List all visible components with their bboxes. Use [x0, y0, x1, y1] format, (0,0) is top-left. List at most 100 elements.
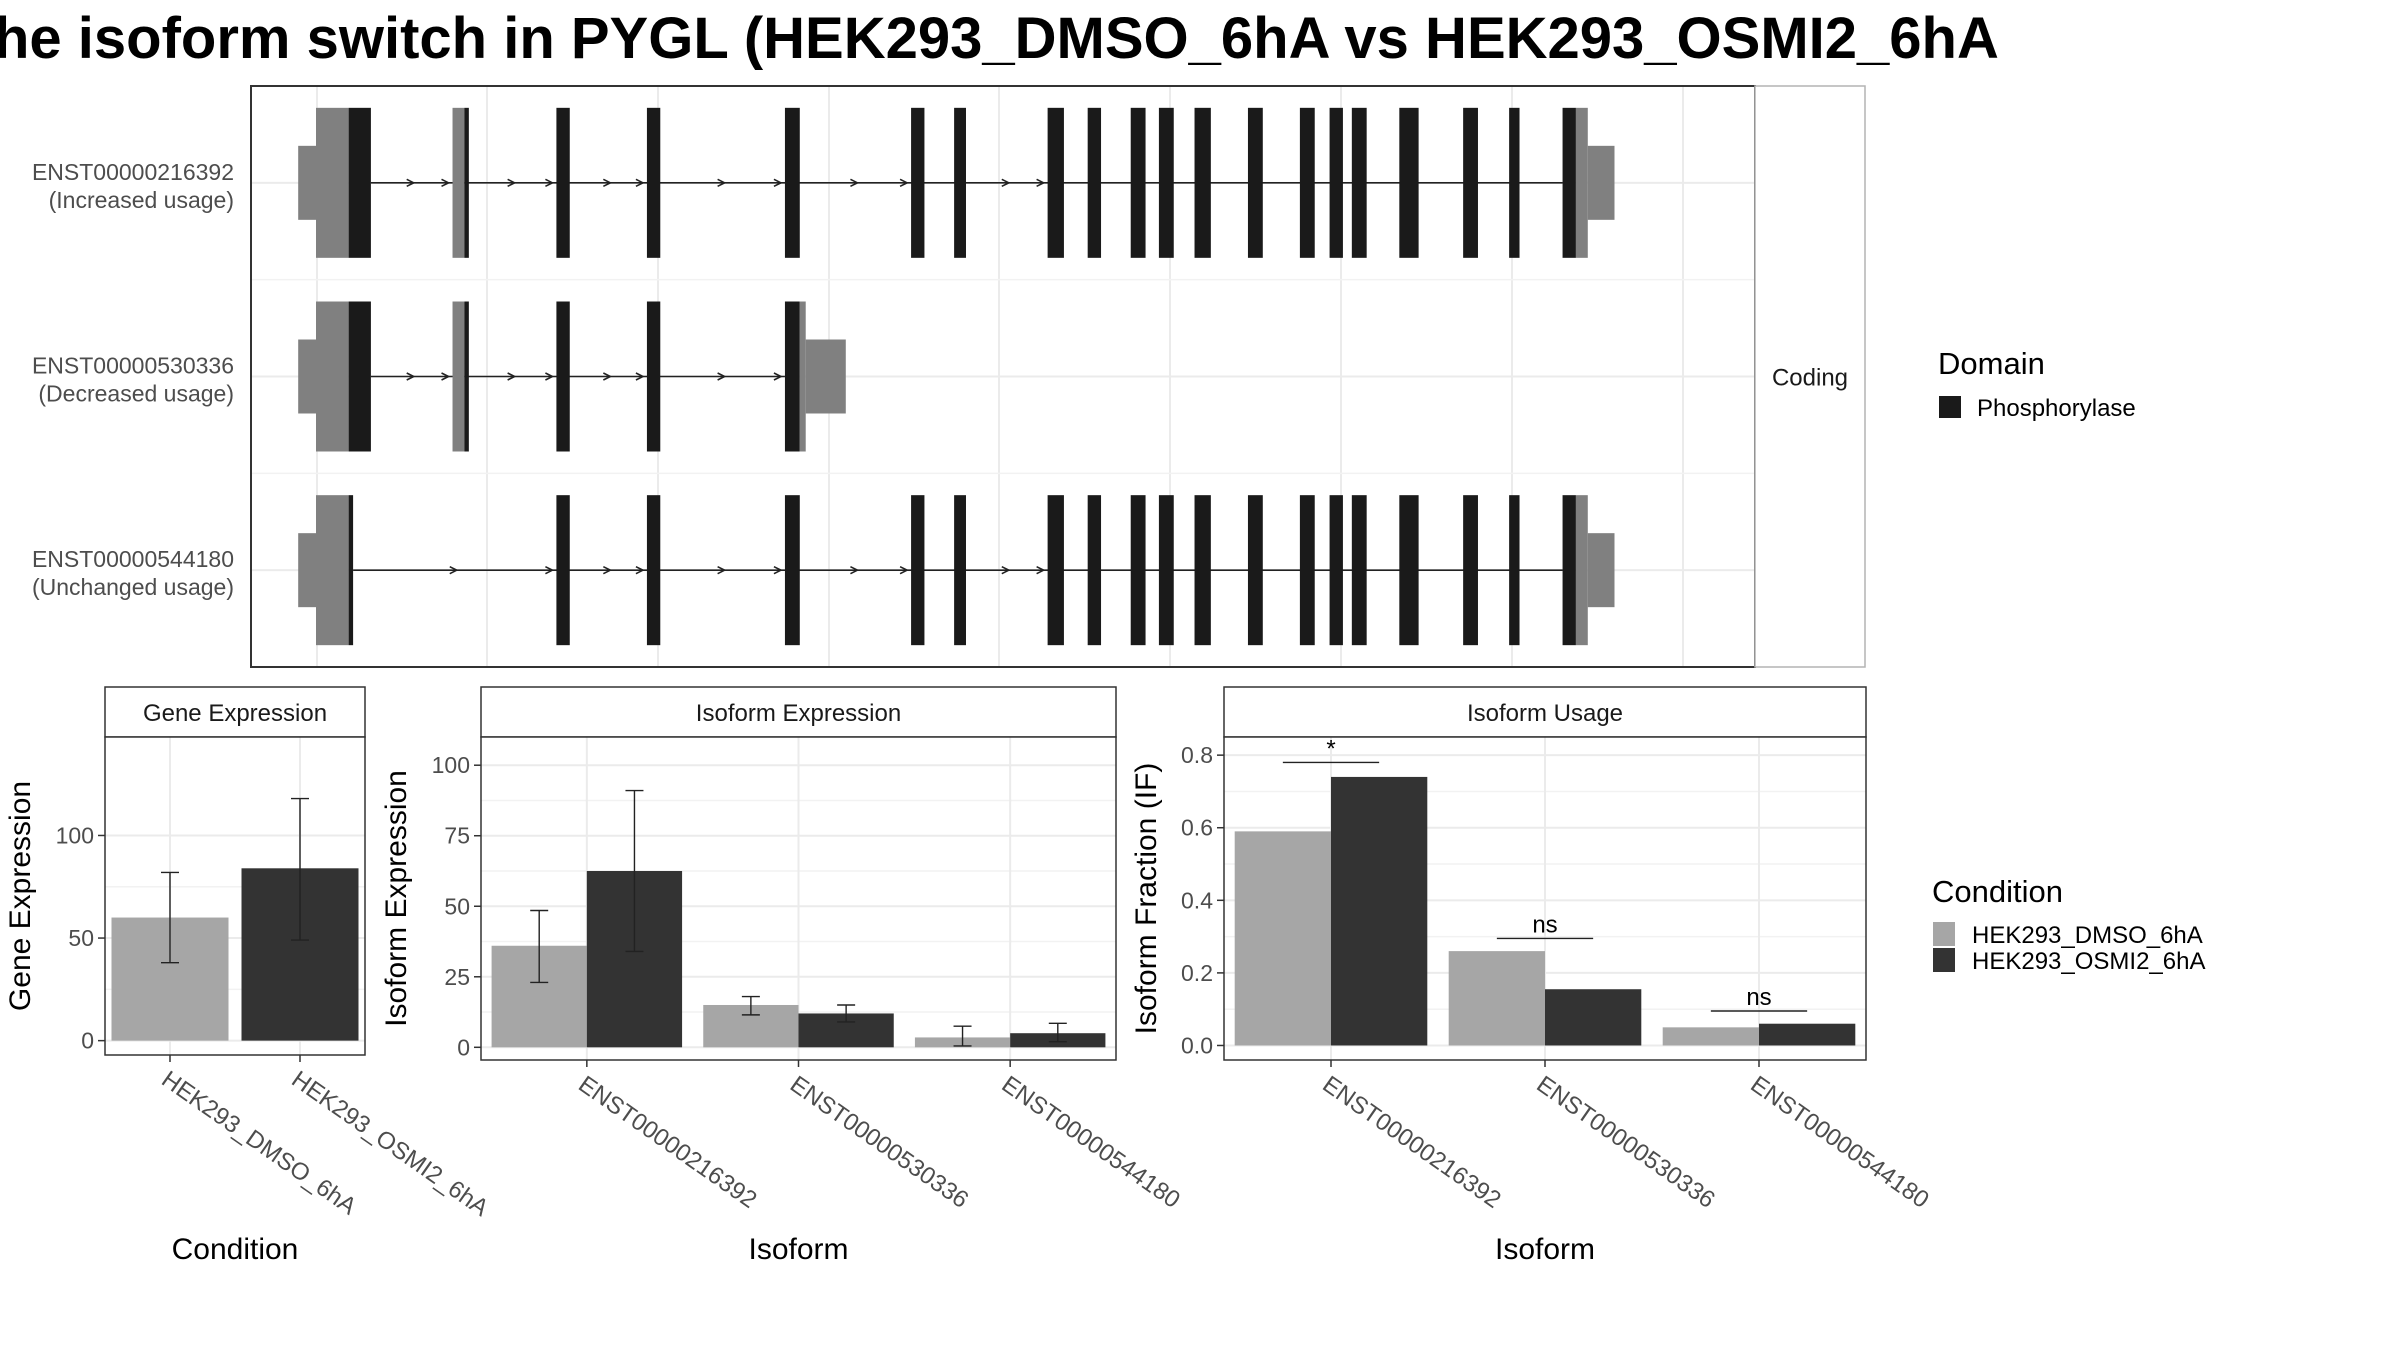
intron-arrow-end-0-4 — [635, 178, 645, 188]
cds-exon-2-16 — [1463, 495, 1478, 646]
x-axis-title-2: Isoform — [1495, 1233, 1595, 1266]
significance-label-1: ns — [1532, 911, 1557, 938]
intron-arrow-end-1-5 — [773, 372, 783, 381]
y-axis-title-2: Isoform Fraction (IF) — [1130, 763, 1163, 1035]
significance-label-2: ns — [1746, 984, 1771, 1011]
panel-strip-title-1: Isoform Expression — [696, 700, 901, 727]
intron-arrow-end-2-1 — [545, 565, 555, 575]
cds-exon-2-6 — [1047, 495, 1064, 646]
cds-exon-2-0 — [348, 495, 354, 646]
transcript-usage-label-0: (Increased usage) — [49, 187, 234, 213]
ytick-label-0-2: 100 — [56, 822, 94, 848]
cds-exon-2-2 — [646, 495, 661, 646]
utr5-exon-1-0 — [316, 301, 349, 452]
ytick-label-2-1: 0.2 — [1181, 960, 1213, 986]
intron-arrow-2-2 — [602, 565, 613, 575]
intron-arrow-0-4 — [602, 178, 613, 188]
cds-exon-0-10 — [1158, 107, 1174, 258]
ytick-label-2-4: 0.8 — [1181, 742, 1213, 768]
intron-arrow-2-6 — [1001, 565, 1011, 575]
utr3-tail-1 — [805, 339, 846, 414]
intron-arrow-2-4 — [850, 565, 860, 575]
cds-exon-2-17 — [1509, 495, 1520, 646]
cds-exon-0-0 — [348, 107, 371, 258]
utr3-tail-2 — [1587, 533, 1615, 608]
cds-exon-0-3 — [646, 107, 661, 258]
y-axis-title-1: Isoform Expression — [380, 770, 413, 1027]
cds-exon-1-3 — [646, 301, 661, 452]
transcript-usage-label-1: (Decreased usage) — [38, 381, 234, 407]
legend-domain-title: Domain — [1938, 346, 2045, 381]
bar-2-1-1 — [1545, 989, 1642, 1046]
legend-condition-title: Condition — [1932, 874, 2063, 909]
legends: Domain Phosphorylase Condition HEK293_DMSO_… — [1932, 346, 2205, 975]
ytick-label-1-3: 75 — [444, 823, 470, 849]
x-axis-title-0: Condition — [172, 1233, 299, 1266]
cds-exon-0-12 — [1247, 107, 1263, 258]
intron-arrow-end-2-4 — [899, 565, 909, 575]
intron-arrow-end-1-1 — [441, 372, 451, 381]
cds-exon-2-9 — [1158, 495, 1174, 646]
legend-condition-label-0: HEK293_DMSO_6hA — [1972, 922, 2203, 949]
intron-arrow-1-3 — [507, 372, 517, 381]
significance-label-0: * — [1326, 735, 1335, 762]
utr5-flank-1 — [298, 339, 316, 414]
cds-exon-0-15 — [1351, 107, 1367, 258]
intron-arrow-2-1 — [449, 565, 459, 575]
legend-domain-label-0: Phosphorylase — [1977, 395, 2136, 422]
utr3-exon-1-0 — [799, 301, 806, 452]
utr5-exon-1-1 — [452, 301, 465, 452]
cds-exon-0-6 — [954, 107, 966, 258]
intron-arrow-end-1-3 — [545, 372, 555, 381]
panel-strip-2 — [1223, 686, 1867, 738]
cds-exon-2-13 — [1329, 495, 1343, 646]
utr5-flank-2 — [298, 533, 316, 608]
intron-arrow-end-0-3 — [545, 178, 555, 188]
cds-exon-0-5 — [911, 107, 925, 258]
intron-arrow-end-2-3 — [773, 565, 783, 575]
bar-2-1-2 — [1759, 1023, 1856, 1046]
cds-exon-0-2 — [556, 107, 570, 258]
panel-border-0 — [104, 736, 366, 1056]
ytick-label-1-0: 0 — [457, 1034, 470, 1060]
utr5-exon-0-1 — [452, 107, 465, 258]
ytick-label-1-2: 50 — [444, 893, 470, 919]
transcript-id-label-1: ENST00000530336 — [32, 353, 234, 379]
intron-arrow-0-3 — [507, 178, 517, 188]
ytick-label-2-2: 0.4 — [1181, 887, 1213, 913]
bar-2-0-2 — [1662, 1027, 1759, 1046]
cds-exon-1-2 — [556, 301, 570, 452]
intron-arrow-end-0-8 — [1036, 178, 1046, 188]
cds-exon-0-17 — [1463, 107, 1478, 258]
cds-exon-2-15 — [1399, 495, 1419, 646]
bar-2-0-1 — [1448, 951, 1545, 1046]
facet-strip-label: Coding — [1772, 365, 1848, 392]
cds-exon-0-18 — [1509, 107, 1520, 258]
cds-exon-0-7 — [1047, 107, 1064, 258]
cds-exon-1-1 — [464, 301, 469, 452]
ytick-label-0-1: 50 — [68, 925, 94, 951]
cds-exon-0-13 — [1299, 107, 1315, 258]
cds-exon-0-16 — [1399, 107, 1419, 258]
intron-arrow-1-5 — [717, 372, 727, 381]
ytick-label-1-1: 25 — [444, 964, 470, 990]
bar-2-0-0 — [1234, 831, 1331, 1046]
utr5-exon-0-0 — [316, 107, 349, 258]
cds-exon-2-8 — [1130, 495, 1146, 646]
utr5-flank-0 — [298, 145, 316, 220]
y-axis-title-0: Gene Expression — [4, 781, 37, 1011]
cds-exon-2-7 — [1087, 495, 1102, 646]
utr3-exon-0-0 — [1575, 107, 1588, 258]
figure-title: he isoform switch in PYGL (HEK293_DMSO_6… — [0, 6, 1999, 71]
transcript-structure-plot: ENST00000216392(Increased usage) ENST0000… — [32, 85, 1866, 668]
intron-arrow-end-2-2 — [635, 565, 645, 575]
intron-arrow-end-0-1 — [441, 178, 451, 188]
cds-exon-2-5 — [954, 495, 966, 646]
cds-exon-2-1 — [556, 495, 570, 646]
transcript-id-label-0: ENST00000216392 — [32, 159, 234, 185]
cds-exon-2-3 — [784, 495, 800, 646]
transcript-id-label-2: ENST00000544180 — [32, 546, 234, 572]
cds-exon-2-12 — [1299, 495, 1315, 646]
cds-exon-2-14 — [1351, 495, 1367, 646]
cds-exon-2-4 — [911, 495, 925, 646]
